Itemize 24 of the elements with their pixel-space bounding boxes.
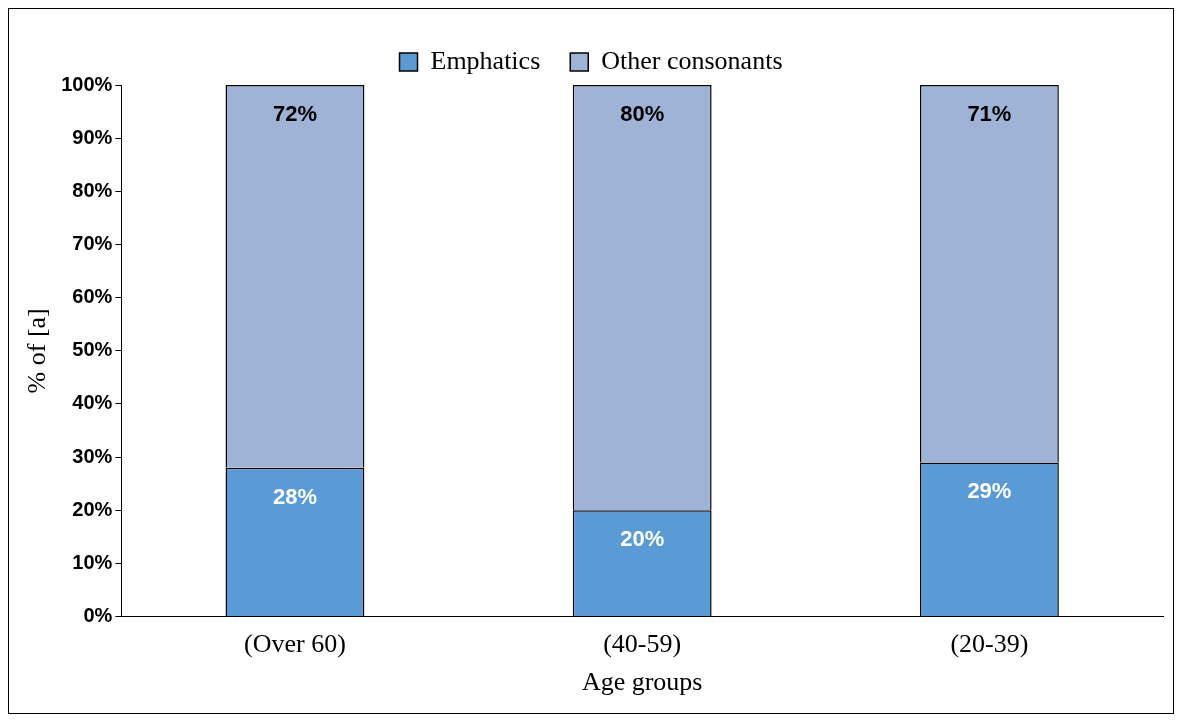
y-tick-label: 40% bbox=[72, 391, 113, 414]
x-axis-title: Age groups bbox=[581, 667, 703, 697]
x-tick-label: (Over 60) bbox=[244, 629, 346, 659]
y-tick-label: 60% bbox=[72, 285, 113, 308]
y-tick-label: 0% bbox=[83, 604, 113, 627]
data-label: 72% bbox=[272, 101, 317, 127]
y-tick-label: 100% bbox=[61, 72, 113, 95]
y-tick-label: 70% bbox=[72, 232, 113, 254]
y-tick-label: 20% bbox=[72, 497, 113, 520]
y-tick-label: 50% bbox=[72, 338, 113, 361]
y-tick-label: 10% bbox=[72, 550, 113, 573]
x-tick-label: (40-59) bbox=[603, 629, 682, 659]
y-tick-label: 90% bbox=[72, 125, 113, 148]
data-label: 28% bbox=[272, 483, 317, 509]
data-label: 80% bbox=[620, 101, 665, 127]
legend-label: Emphatics bbox=[430, 45, 541, 75]
y-axis-title: % of [a] bbox=[22, 308, 52, 394]
x-tick-label: (20-39) bbox=[950, 629, 1029, 659]
legend-label: Other consonants bbox=[601, 45, 783, 75]
data-label: 71% bbox=[967, 101, 1012, 127]
data-label: 29% bbox=[967, 478, 1012, 504]
y-tick-label: 80% bbox=[72, 178, 113, 201]
data-label: 20% bbox=[620, 526, 665, 552]
y-tick-label: 30% bbox=[72, 444, 113, 467]
